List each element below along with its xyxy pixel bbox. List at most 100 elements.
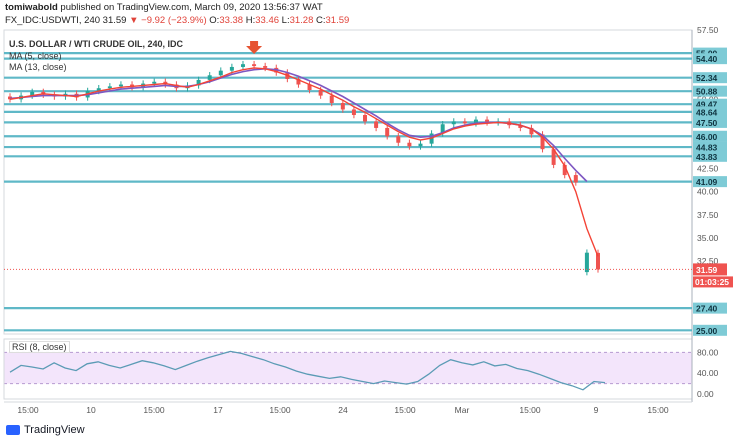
x-tick-label: 10 xyxy=(86,405,96,415)
brand-text: TradingView xyxy=(24,424,85,436)
ma5-legend[interactable]: MA (5, close) xyxy=(9,51,62,61)
candle-body xyxy=(152,81,157,84)
level-label-bg xyxy=(693,53,727,65)
x-tick-label: 15:00 xyxy=(17,405,39,415)
rsi-line xyxy=(9,350,606,391)
level-label-bg xyxy=(693,141,727,153)
open-value: 33.38 xyxy=(219,15,244,26)
candle-body xyxy=(518,125,523,128)
candle-body xyxy=(451,121,456,125)
level-label: 48.64 xyxy=(696,107,718,117)
change-value: −9.92 (−23.9%) xyxy=(141,15,207,26)
price-chart[interactable]: 57.5055.0052.5050.0047.5045.0042.5040.00… xyxy=(0,0,740,420)
low-value: 31.28 xyxy=(289,15,314,26)
tradingview-logo[interactable]: TradingView xyxy=(6,424,85,436)
candle-body xyxy=(418,143,423,147)
candle-body xyxy=(385,127,390,137)
candle-body xyxy=(207,75,212,80)
level-label-bg xyxy=(693,176,727,188)
candle-body xyxy=(240,64,245,67)
rsi-legend[interactable]: RSI (8, close) xyxy=(9,341,70,353)
published-text: published on TradingView.com, March 09, … xyxy=(60,2,323,13)
level-label: 49.47 xyxy=(696,100,718,110)
candle-body xyxy=(196,79,201,86)
author-name[interactable]: tomiwabold xyxy=(5,2,58,13)
level-label: 52.34 xyxy=(696,73,718,83)
candle-body xyxy=(540,134,545,150)
candle-body xyxy=(318,90,323,96)
candle-body xyxy=(229,66,234,71)
candle-body xyxy=(218,70,223,76)
y-tick-label: 57.50 xyxy=(697,25,719,35)
countdown-label: 01:03:25 xyxy=(695,277,729,287)
publish-info: tomiwabold published on TradingView.com,… xyxy=(5,2,323,13)
change-down-icon: ▼ xyxy=(129,15,139,26)
current-price-label: 31.59 xyxy=(696,265,718,275)
level-label: 46.00 xyxy=(696,132,718,142)
close-label: C: xyxy=(316,15,326,26)
ma13-legend[interactable]: MA (13, close) xyxy=(9,62,67,72)
level-label: 41.09 xyxy=(696,177,718,187)
y-tick-label: 37.50 xyxy=(697,210,719,220)
candle-body xyxy=(329,95,334,103)
open-label: O: xyxy=(209,15,220,26)
candle-body xyxy=(551,149,556,165)
candle-body xyxy=(30,91,35,96)
candle-body xyxy=(529,127,534,135)
level-label-bg xyxy=(693,150,727,162)
chart-title: U.S. DOLLAR / WTI CRUDE OIL, 240, IDC xyxy=(9,39,184,49)
low-label: L: xyxy=(281,15,290,26)
level-label-bg xyxy=(693,302,727,314)
rsi-y-tick-label: 0.00 xyxy=(697,389,714,399)
level-label-bg xyxy=(693,47,727,59)
candle-body xyxy=(307,84,312,91)
x-tick-label: 9 xyxy=(594,405,599,415)
candle-body xyxy=(118,84,123,87)
candle-body xyxy=(396,136,401,143)
candle-body xyxy=(462,121,467,124)
level-label-bg xyxy=(693,85,727,97)
high-label: H: xyxy=(245,15,256,26)
candle-body xyxy=(562,164,567,176)
candle-body xyxy=(440,124,445,134)
level-label-bg xyxy=(693,106,727,118)
x-tick-label: 17 xyxy=(213,405,223,415)
candle-body xyxy=(263,66,268,68)
level-label-bg xyxy=(693,130,727,142)
level-label: 50.88 xyxy=(696,87,718,97)
candle-body xyxy=(351,109,356,116)
y-tick-label: 40.00 xyxy=(697,187,719,197)
close-value: 31.59 xyxy=(325,15,350,26)
y-tick-label: 42.50 xyxy=(697,164,719,174)
level-label: 44.83 xyxy=(696,143,718,153)
level-label: 25.00 xyxy=(696,326,718,336)
ohlc-header: FX_IDC:USDWTI, 240 31.59 ▼ −9.92 (−23.9%… xyxy=(5,15,349,26)
rsi-y-tick-label: 40.00 xyxy=(697,368,719,378)
y-tick-label: 35.00 xyxy=(697,233,719,243)
candle-body xyxy=(473,119,478,124)
level-label: 27.40 xyxy=(696,304,718,314)
candle-body xyxy=(596,252,600,270)
x-tick-label: Mar xyxy=(455,405,470,415)
x-tick-label: 15:00 xyxy=(519,405,541,415)
last-price: 31.59 xyxy=(102,15,127,26)
level-label-bg xyxy=(693,324,727,336)
level-label-bg xyxy=(693,98,727,110)
candle-body xyxy=(96,88,101,91)
candle-body xyxy=(252,64,257,67)
candle-body xyxy=(374,121,379,128)
candle-body xyxy=(340,102,345,110)
level-label: 43.83 xyxy=(696,152,718,162)
level-label: 47.50 xyxy=(696,118,718,128)
current-price-label-bg xyxy=(693,263,727,276)
level-label: 54.40 xyxy=(696,54,718,64)
x-tick-label: 15:00 xyxy=(394,405,416,415)
candle-body xyxy=(296,78,301,85)
high-value: 33.46 xyxy=(255,15,280,26)
candle-body xyxy=(363,115,368,122)
candle-body xyxy=(584,252,589,273)
x-tick-label: 15:00 xyxy=(269,405,291,415)
x-tick-label: 15:00 xyxy=(647,405,669,415)
candle-body xyxy=(573,175,578,183)
candle-body xyxy=(107,86,112,89)
